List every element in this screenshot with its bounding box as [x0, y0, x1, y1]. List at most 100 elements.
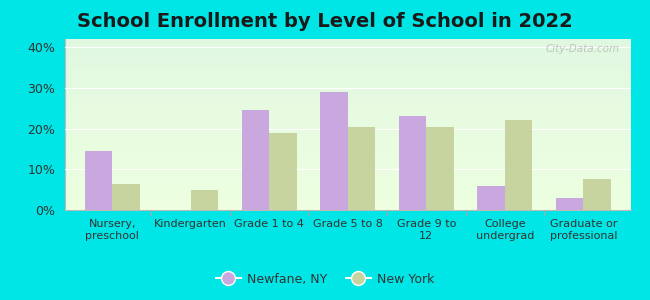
Bar	[65, 58, 630, 59]
Bar	[65, 65, 630, 66]
Bar	[65, 148, 630, 150]
Bar	[65, 123, 630, 124]
Bar	[65, 183, 630, 184]
Bar	[65, 142, 630, 143]
Bar	[65, 176, 630, 178]
Bar	[65, 49, 630, 51]
Bar	[399, 116, 426, 210]
Bar	[65, 97, 630, 99]
Bar	[65, 90, 630, 92]
Bar	[584, 179, 611, 210]
Bar	[65, 202, 630, 203]
Bar	[65, 171, 630, 172]
Bar	[65, 188, 630, 190]
Bar	[65, 140, 630, 142]
Bar	[348, 127, 375, 210]
Bar	[65, 107, 630, 109]
Bar	[242, 110, 269, 210]
Bar	[84, 151, 112, 210]
Bar	[65, 48, 630, 49]
Bar	[65, 53, 630, 54]
Bar	[65, 61, 630, 63]
Bar	[65, 76, 630, 78]
Bar	[65, 71, 630, 73]
Bar	[505, 120, 532, 210]
Bar	[65, 160, 630, 162]
Bar	[65, 116, 630, 118]
Bar	[190, 190, 218, 210]
Bar	[65, 80, 630, 82]
Bar	[65, 92, 630, 94]
Bar	[65, 109, 630, 111]
Bar	[65, 174, 630, 176]
Bar	[65, 138, 630, 140]
Bar	[65, 39, 630, 41]
Bar	[65, 56, 630, 58]
Bar	[65, 102, 630, 104]
Bar	[65, 157, 630, 159]
Bar	[65, 184, 630, 186]
Bar	[65, 200, 630, 202]
Bar	[65, 70, 630, 71]
Bar	[112, 184, 140, 210]
Bar	[65, 112, 630, 114]
Bar	[65, 130, 630, 131]
Bar	[65, 46, 630, 48]
Bar	[65, 143, 630, 145]
Legend: Newfane, NY, New York: Newfane, NY, New York	[211, 268, 439, 291]
Text: City-Data.com: City-Data.com	[545, 44, 619, 54]
Bar	[65, 95, 630, 97]
Bar	[65, 190, 630, 191]
Bar	[65, 78, 630, 80]
Bar	[65, 83, 630, 85]
Bar	[65, 124, 630, 126]
Bar	[65, 145, 630, 147]
Bar	[477, 186, 505, 210]
Bar	[65, 128, 630, 130]
Bar	[65, 167, 630, 169]
Bar	[65, 155, 630, 157]
Bar	[65, 205, 630, 207]
Bar	[65, 104, 630, 106]
Bar	[65, 119, 630, 121]
Bar	[65, 208, 630, 210]
Bar	[65, 87, 630, 88]
Bar	[65, 191, 630, 193]
Bar	[65, 195, 630, 196]
Bar	[65, 100, 630, 102]
Bar	[65, 99, 630, 100]
Bar	[65, 51, 630, 53]
Bar	[65, 118, 630, 119]
Bar	[65, 159, 630, 161]
Bar	[65, 136, 630, 138]
Bar	[65, 59, 630, 61]
Bar	[320, 92, 348, 210]
Bar	[65, 198, 630, 200]
Bar	[65, 193, 630, 195]
Bar	[65, 42, 630, 44]
Bar	[65, 85, 630, 87]
Bar	[65, 94, 630, 95]
Bar	[65, 63, 630, 65]
Bar	[65, 207, 630, 208]
Bar	[65, 169, 630, 171]
Bar	[65, 44, 630, 46]
Bar	[65, 111, 630, 112]
Bar	[65, 150, 630, 152]
Bar	[65, 75, 630, 76]
Bar	[65, 114, 630, 116]
Bar	[65, 154, 630, 155]
Bar	[65, 73, 630, 75]
Bar	[65, 135, 630, 137]
Bar	[65, 203, 630, 205]
Bar	[65, 179, 630, 181]
Bar	[65, 131, 630, 133]
Bar	[426, 127, 454, 210]
Bar	[65, 121, 630, 123]
Bar	[65, 147, 630, 148]
Bar	[65, 66, 630, 68]
Bar	[65, 162, 630, 164]
Bar	[65, 106, 630, 107]
Bar	[65, 164, 630, 166]
Bar	[65, 68, 630, 70]
